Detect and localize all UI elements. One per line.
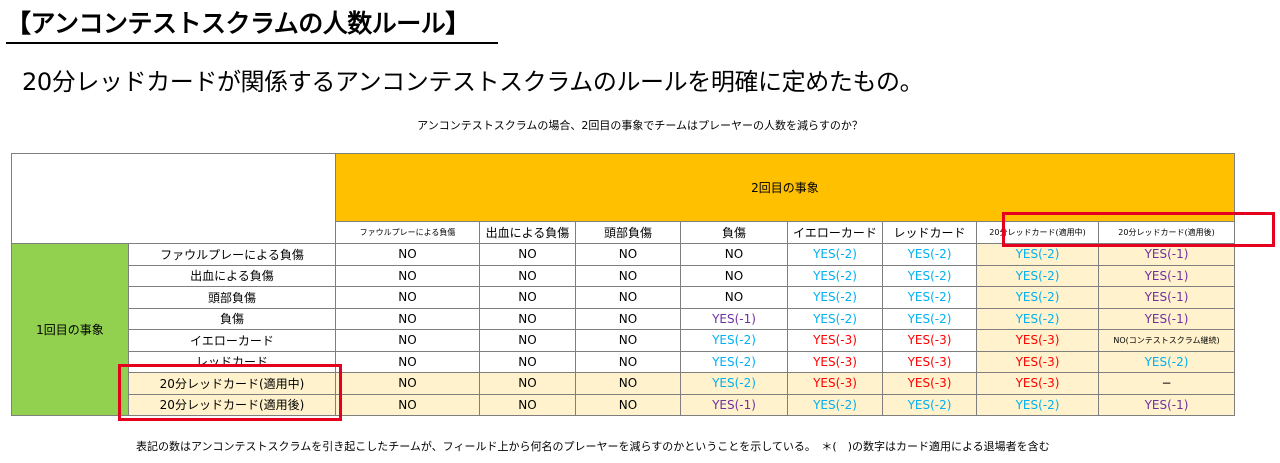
- table-cell: YES(-2): [1098, 350, 1235, 373]
- column-header: ファウルプレーによる負傷: [335, 221, 480, 244]
- column-header: 負傷: [680, 221, 788, 244]
- table-cell: NO: [575, 393, 681, 416]
- table-cell: NO: [479, 243, 576, 266]
- table-cell: NO(コンテストスクラム継続): [1098, 329, 1235, 352]
- table-row: 出血による負傷 NO NO NO NO YES(-2) YES(-2) YES(-2) YES(…: [12, 264, 1235, 287]
- table-cell: NO: [575, 243, 681, 266]
- table-cell: NO: [335, 350, 480, 373]
- table-corner-cell: [11, 153, 336, 244]
- table-cell: YES(-1): [1098, 264, 1235, 287]
- column-header: レッドカード: [882, 221, 977, 244]
- scrum-rules-table: 2回目の事象 ファウルプレーによる負傷 出血による負傷 頭部負傷 負傷 イエローカードレ…: [11, 153, 1235, 416]
- table-cell: NO: [680, 243, 788, 266]
- table-cell: NO: [335, 307, 480, 330]
- table-cell: YES(-3): [882, 372, 977, 395]
- page-title: 【アンコンテストスクラムの人数ルール】: [6, 4, 498, 44]
- footnote: 表記の数はアンコンテストスクラムを引き起こしたチームが、フィールド上から何名のプ…: [136, 440, 1050, 453]
- table-cell: YES(-1): [1098, 243, 1235, 266]
- table-cell: NO: [479, 372, 576, 395]
- table-caption: アンコンテストスクラムの場合、2回目の事象でチームはプレーヤーの人数を減らすのか…: [417, 119, 863, 132]
- table-cell: YES(-1): [1098, 307, 1235, 330]
- table-cell: YES(-2): [680, 329, 788, 352]
- table-cell: YES(-3): [882, 329, 977, 352]
- table-cell: YES(-2): [976, 264, 1099, 287]
- table-row: イエローカード NO NO NO YES(-2) YES(-3) YES(-3) YES(-3…: [12, 329, 1235, 352]
- table-cell: YES(-2): [882, 264, 977, 287]
- table-cell: NO: [479, 264, 576, 287]
- table-cell: YES(-2): [976, 243, 1099, 266]
- row-label: 20分レッドカード(適用中): [128, 372, 336, 395]
- row-label: 20分レッドカード(適用後): [128, 393, 336, 416]
- table-cell: YES(-3): [976, 350, 1099, 373]
- table-cell: YES(-3): [882, 350, 977, 373]
- table-cell: NO: [479, 286, 576, 309]
- column-header: イエローカード: [787, 221, 883, 244]
- table-cell: NO: [479, 329, 576, 352]
- table-row: レッドカード NO NO NO YES(-2) YES(-3) YES(-3) YES(-3)…: [12, 350, 1235, 373]
- table-cell: NO: [335, 286, 480, 309]
- table-row: 頭部負傷 NO NO NO NO YES(-2) YES(-2) YES(-2) YES(-1): [12, 286, 1235, 309]
- table-row: 1回目の事象 ファウルプレーによる負傷 NO NO NO NO YES(-2) YES(-2)…: [11, 243, 1235, 416]
- column-header: 20分レッドカード(適用中): [976, 221, 1099, 244]
- row-label: レッドカード: [128, 350, 336, 373]
- table-cell: NO: [575, 264, 681, 287]
- table-cell: NO: [335, 393, 480, 416]
- table-cell: NO: [680, 286, 788, 309]
- table-cell: YES(-2): [976, 393, 1099, 416]
- table-cell: YES(-2): [787, 286, 883, 309]
- table-cell: YES(-2): [882, 393, 977, 416]
- table-cell: NO: [335, 243, 480, 266]
- column-header: 20分レッドカード(適用後): [1098, 221, 1235, 244]
- table-cell: YES(-3): [976, 329, 1099, 352]
- table-cell: NO: [335, 264, 480, 287]
- row-label: 負傷: [128, 307, 336, 330]
- column-header: 頭部負傷: [575, 221, 681, 244]
- page-subtitle: 20分レッドカードが関係するアンコンテストスクラムのルールを明確に定めたもの。: [22, 68, 924, 96]
- table-cell: YES(-1): [680, 393, 788, 416]
- table-cell: YES(-2): [976, 307, 1099, 330]
- table-row: 負傷 NO NO NO YES(-1) YES(-2) YES(-2) YES(-2) YES(…: [12, 307, 1235, 330]
- row-label: 出血による負傷: [128, 264, 336, 287]
- table-cell: NO: [680, 264, 788, 287]
- table-cell: YES(-2): [787, 243, 883, 266]
- first-event-header: 1回目の事象: [11, 243, 129, 416]
- table-cell: YES(-2): [787, 307, 883, 330]
- table-cell: YES(-3): [976, 372, 1099, 395]
- table-cell: YES(-2): [680, 372, 788, 395]
- table-cell: YES(-2): [680, 350, 788, 373]
- table-row: 20分レッドカード(適用後) NO NO NO YES(-1) YES(-2) YES(-2…: [12, 393, 1235, 416]
- row-label: 頭部負傷: [128, 286, 336, 309]
- table-cell: YES(-1): [1098, 286, 1235, 309]
- table-cell: NO: [575, 329, 681, 352]
- table-cell: NO: [575, 286, 681, 309]
- table-cell: NO: [575, 372, 681, 395]
- table-cell: YES(-3): [787, 350, 883, 373]
- table-cell: NO: [575, 350, 681, 373]
- column-header: 出血による負傷: [479, 221, 576, 244]
- table-cell: YES(-1): [1098, 393, 1235, 416]
- table-cell: NO: [479, 350, 576, 373]
- table-cell: NO: [335, 329, 480, 352]
- table-cell: NO: [479, 307, 576, 330]
- table-cell: YES(-2): [787, 264, 883, 287]
- table-cell: YES(-3): [787, 372, 883, 395]
- table-cell: YES(-2): [976, 286, 1099, 309]
- table-cell: YES(-2): [787, 393, 883, 416]
- row-label: ファウルプレーによる負傷: [128, 243, 336, 266]
- table-cell: −: [1098, 372, 1235, 395]
- row-label: イエローカード: [128, 329, 336, 352]
- table-cell: YES(-3): [787, 329, 883, 352]
- table-cell: NO: [335, 372, 480, 395]
- table-row: 20分レッドカード(適用中) NO NO NO YES(-2) YES(-3) YES(-3…: [12, 372, 1235, 395]
- table-cell: YES(-2): [882, 286, 977, 309]
- second-event-header: 2回目の事象: [335, 153, 1235, 222]
- table-cell: NO: [575, 307, 681, 330]
- table-cell: NO: [479, 393, 576, 416]
- table-cell: YES(-2): [882, 243, 977, 266]
- table-cell: YES(-2): [882, 307, 977, 330]
- table-cell: YES(-1): [680, 307, 788, 330]
